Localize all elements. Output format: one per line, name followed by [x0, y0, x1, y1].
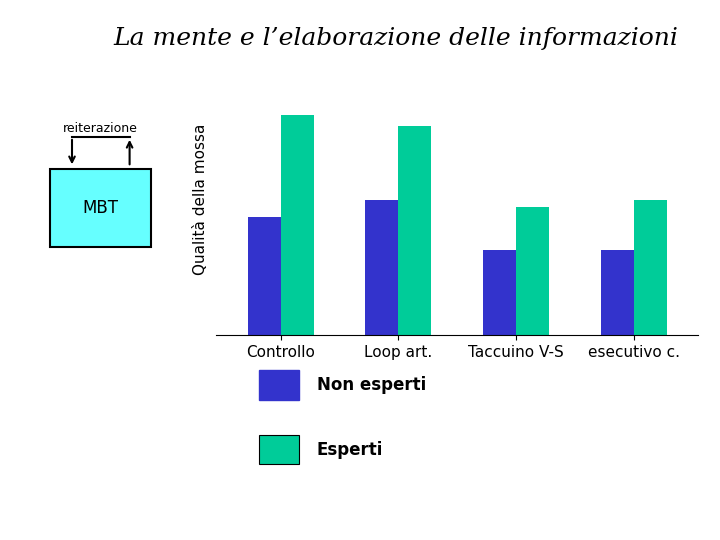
- Text: reiterazione: reiterazione: [63, 122, 138, 135]
- Bar: [248, 217, 281, 335]
- Text: Non esperti: Non esperti: [317, 376, 426, 394]
- FancyBboxPatch shape: [50, 168, 151, 247]
- Bar: [281, 116, 314, 335]
- Text: La mente e l’elaborazione delle informazioni: La mente e l’elaborazione delle informaz…: [114, 27, 678, 50]
- Bar: [398, 126, 431, 335]
- Text: MBT: MBT: [83, 199, 119, 217]
- Bar: [600, 251, 634, 335]
- Bar: [483, 251, 516, 335]
- Y-axis label: Qualità della mossa: Qualità della mossa: [193, 124, 207, 275]
- Text: Esperti: Esperti: [317, 441, 383, 458]
- Bar: [516, 206, 549, 335]
- Bar: [634, 200, 667, 335]
- Bar: [366, 200, 398, 335]
